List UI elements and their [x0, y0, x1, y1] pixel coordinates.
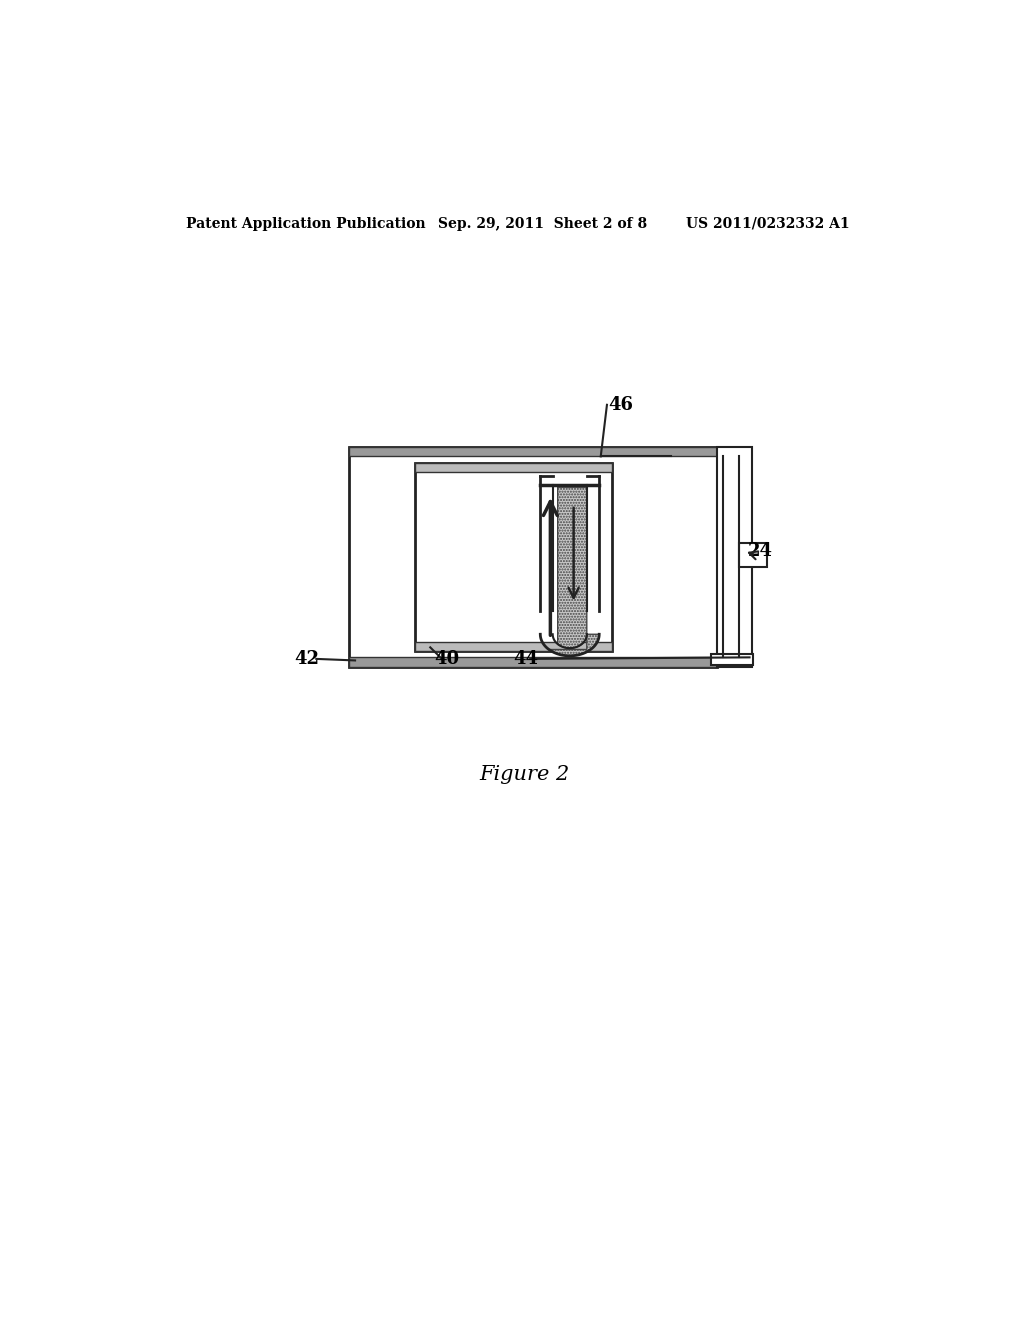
Text: Figure 2: Figure 2: [479, 764, 570, 784]
Bar: [711, 653, 754, 665]
Text: 40: 40: [434, 649, 459, 668]
Text: 46: 46: [608, 396, 634, 413]
Text: Sep. 29, 2011  Sheet 2 of 8: Sep. 29, 2011 Sheet 2 of 8: [438, 216, 647, 231]
Text: 44: 44: [513, 649, 539, 668]
Text: US 2011/0232332 A1: US 2011/0232332 A1: [686, 216, 850, 231]
Bar: [349, 447, 717, 457]
Bar: [349, 657, 717, 667]
Bar: [415, 642, 612, 651]
Polygon shape: [549, 487, 599, 656]
Text: 24: 24: [748, 543, 773, 560]
Bar: [738, 543, 767, 568]
Text: 42: 42: [295, 649, 319, 668]
Bar: [349, 447, 717, 667]
Bar: [717, 447, 752, 667]
Bar: [415, 462, 612, 471]
Text: Patent Application Publication: Patent Application Publication: [186, 216, 426, 231]
Bar: [415, 462, 612, 651]
